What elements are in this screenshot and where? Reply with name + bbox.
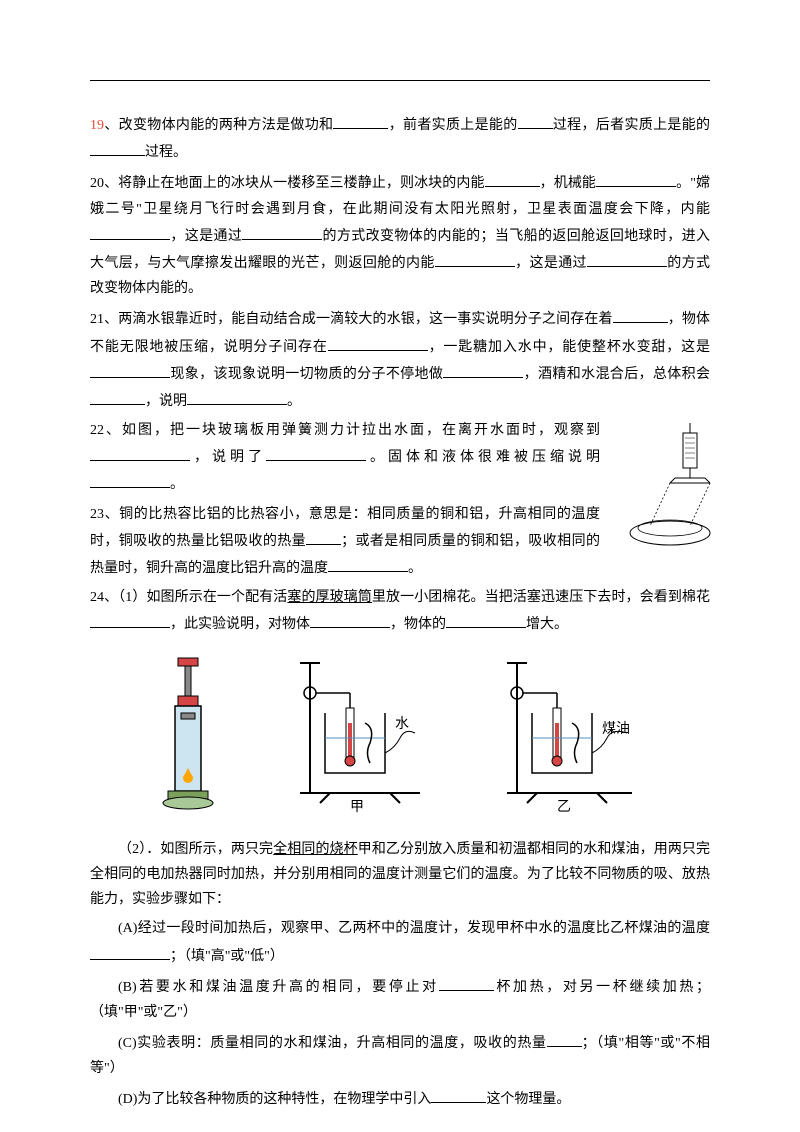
blank <box>587 249 667 267</box>
figure-row: 水 甲 煤油 乙 <box>90 653 710 822</box>
blank <box>90 610 170 628</box>
optC-text: (C)实验表明：质量相同的水和煤油，升高相同的温度，吸收的热量 <box>118 1036 547 1051</box>
q22-text-3: 。 <box>170 477 184 492</box>
blank <box>439 973 494 991</box>
beaker-jia-diagram: 水 甲 <box>290 653 430 822</box>
blank <box>187 387 287 405</box>
question-number: 19 <box>90 118 104 133</box>
q24p1-text-4: ，物体的 <box>390 617 446 632</box>
question-22-wrap: 22、如图，把一块玻璃板用弹簧测力计拉出水面，在离开水面时，观察到 ，说明了 。固体… <box>90 418 710 581</box>
q21-text-4: ，酒精和水混合后，总体积会 <box>523 367 710 382</box>
blank <box>328 333 428 351</box>
q19-text-3: 过程。 <box>145 145 187 160</box>
q24p1-text-5: 增大。 <box>526 617 568 632</box>
blank <box>90 138 145 156</box>
optD-end: 这个物理量。 <box>486 1092 570 1107</box>
piston-tube-diagram <box>153 653 223 822</box>
blank <box>446 610 526 628</box>
blank <box>431 1085 486 1103</box>
blank <box>90 387 145 405</box>
blank <box>435 249 515 267</box>
blank <box>333 111 388 129</box>
question-number: 22 <box>90 423 104 438</box>
q21-text-3: 现象，该现象说明一切物质的分子不停地做 <box>170 367 443 382</box>
question-20: 20、将静止在地面上的冰块从一楼移至三楼静止，则冰块的内能，机械能。"嫦娥二号"… <box>90 169 710 301</box>
blank <box>310 610 390 628</box>
q21-text-5: ，说明 <box>145 394 187 409</box>
q24p1-underlined: 塞的厚玻璃筒 <box>287 590 372 605</box>
q24p2-underlined: 全相同的烧杯 <box>273 842 358 857</box>
q23-text-2: 。 <box>408 561 422 576</box>
question-number: 20 <box>90 176 104 191</box>
optA-end: ；（填"高"或"低"） <box>170 949 284 964</box>
blank <box>90 470 170 488</box>
optB-text: (B)若要水和煤油温度升高的相同，要停止对 <box>118 980 439 995</box>
beaker-yi-diagram: 煤油 乙 <box>497 653 647 822</box>
q24p1-text-0: 、（1）如图所示在一个配有活 <box>104 590 287 605</box>
blank <box>613 305 668 323</box>
question-24-optD: (D)为了比较各种物质的这种特性，在物理学中引入 这个物理量。 <box>90 1085 710 1112</box>
optD-text: (D)为了比较各种物质的这种特性，在物理学中引入 <box>118 1092 431 1107</box>
blank <box>596 169 676 187</box>
yi-label: 乙 <box>557 799 571 813</box>
kerosene-label: 煤油 <box>602 721 630 737</box>
question-number: 21 <box>90 312 104 327</box>
q22-text-0: 、如图，把一块玻璃板用弹簧测力计拉出水面，在离开水面时，观察到 <box>104 423 600 438</box>
blank <box>328 554 408 572</box>
q19-text-0: 、改变物体内能的两种方法是做功和 <box>104 118 333 133</box>
q19-text-1: ，前者实质上是能的 <box>388 118 517 133</box>
q24p1-text-2: 里放一小团棉花。当把活塞迅速压下去时，会看到棉花 <box>372 590 710 605</box>
blank <box>90 942 170 960</box>
question-21: 21、两滴水银靠近时，能自动结合成一滴较大的水银，这一事实说明分子之间存在着，物… <box>90 305 710 414</box>
q20-text-0: 、将静止在地面上的冰块从一楼移至三楼静止，则冰块的内能 <box>104 176 485 191</box>
blank <box>306 527 341 545</box>
q24p1-text-3: ，此实验说明，对物体 <box>170 617 310 632</box>
q19-text-2: 过程，后者实质上是能的 <box>553 118 710 133</box>
blank <box>90 443 190 461</box>
optA-text: (A)经过一段时间加热后，观察甲、乙两杯中的温度计，发现甲杯中水的温度比乙杯煤油… <box>118 921 710 936</box>
q20-text-1: ，机械能 <box>540 176 596 191</box>
spring-balance-diagram <box>620 418 720 548</box>
blank <box>266 443 366 461</box>
q21-text-6: 。 <box>287 394 301 409</box>
question-24-optA: (A)经过一段时间加热后，观察甲、乙两杯中的温度计，发现甲杯中水的温度比乙杯煤油… <box>90 916 710 968</box>
q22-text-2: 。固体和液体很难被压缩说明 <box>366 450 600 465</box>
blank <box>90 222 170 240</box>
blank <box>547 1029 582 1047</box>
question-24-optB: (B)若要水和煤油温度升高的相同，要停止对杯加热，对另一杯继续加热；（填"甲"或… <box>90 973 710 1025</box>
blank <box>90 360 170 378</box>
q20-text-5: ，这是通过 <box>515 256 587 271</box>
question-number: 23 <box>90 507 104 522</box>
question-23: 23、铜的比热容比铝的比热容小，意思是：相同质量的铜和铝，升高相同的温度时，铜吸… <box>90 502 600 582</box>
q21-text-2: ，一匙糖加入水中，能使整杯水变甜，这是 <box>428 340 710 355</box>
blank <box>485 169 540 187</box>
blank <box>242 222 322 240</box>
page-divider <box>90 80 710 81</box>
question-24-part2-intro: （2）．如图所示，两只完全相同的烧杯甲和乙分别放入质量和初温都相同的水和煤油，用… <box>90 837 710 913</box>
jia-label: 甲 <box>350 800 364 813</box>
q24p2-intro: （2）．如图所示，两只完 <box>118 842 273 857</box>
question-number: 24 <box>90 590 104 605</box>
blank <box>443 360 523 378</box>
question-19: 19、改变物体内能的两种方法是做功和 ，前者实质上是能的 过程，后者实质上是能的过程… <box>90 111 710 165</box>
question-24-optC: (C)实验表明：质量相同的水和煤油，升高相同的温度，吸收的热量；（填"相等"或"… <box>90 1029 710 1081</box>
question-24-part1: 24、（1）如图所示在一个配有活塞的厚玻璃筒里放一小团棉花。当把活塞迅速压下去时… <box>90 585 710 637</box>
blank <box>518 111 553 129</box>
water-label: 水 <box>395 716 409 732</box>
question-22: 22、如图，把一块玻璃板用弹簧测力计拉出水面，在离开水面时，观察到 ，说明了 。固体… <box>90 418 600 498</box>
q22-text-1: ，说明了 <box>190 450 266 465</box>
q20-text-3: ，这是通过 <box>170 229 242 244</box>
q21-text-0: 、两滴水银靠近时，能自动结合成一滴较大的水银，这一事实说明分子之间存在着 <box>104 312 613 327</box>
